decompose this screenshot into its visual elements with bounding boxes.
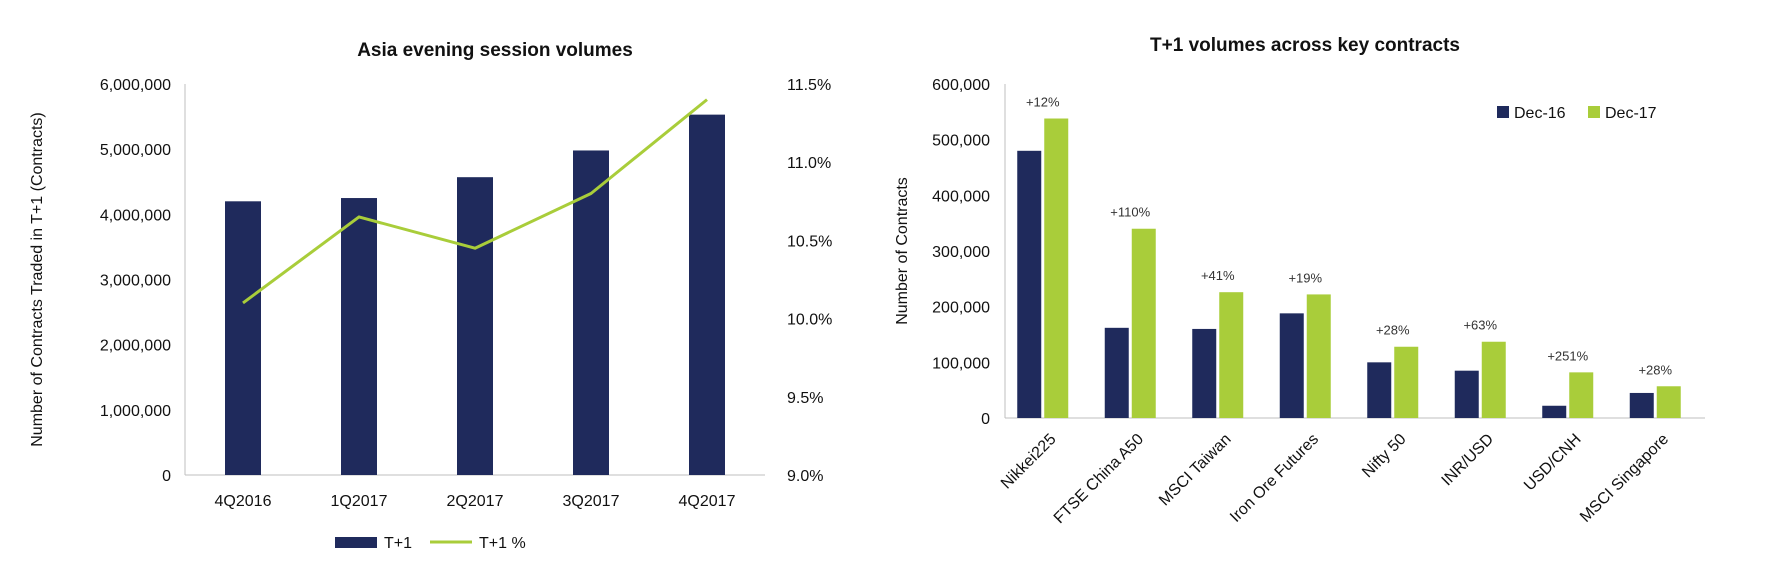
chart1-bar (225, 201, 261, 476)
chart1-y2-tick-label: 9.0% (787, 468, 823, 485)
chart1-y-axis-title: Number of Contracts Traded in T+1 (Contr… (29, 112, 46, 447)
chart2-growth-annotation: +63% (1463, 318, 1497, 333)
chart2-y-tick-label: 100,000 (932, 355, 990, 372)
chart2-bar-dec16 (1542, 405, 1567, 418)
chart2-x-tick-label: Iron Ore Futures (1227, 431, 1322, 526)
chart2-growth-annotation: +41% (1201, 268, 1235, 283)
chart1-y-tick-label: 5,000,000 (100, 142, 171, 159)
chart2-growth-annotation: +28% (1638, 362, 1672, 377)
chart1-y2-tick-label: 11.0% (787, 155, 831, 172)
chart-asia-evening: Asia evening session volumes 0 1,000,000 2,… (29, 40, 832, 552)
chart1-legend-label: T+1 (384, 535, 412, 552)
chart2-bar-dec16 (1454, 370, 1479, 418)
chart1-x-tick-label: 2Q2017 (447, 493, 504, 510)
chart1-bar (341, 198, 377, 475)
chart2-y-axis-title: Number of Contracts (894, 177, 911, 325)
chart1-x-tick-label: 1Q2017 (331, 493, 388, 510)
chart1-y2-tick-label: 10.0% (787, 312, 832, 329)
chart2-legend-label: Dec-17 (1605, 105, 1657, 122)
chart1-y-tick-label: 4,000,000 (100, 207, 171, 224)
chart2-y-tick-label: 500,000 (932, 133, 990, 150)
chart2-bar-dec17 (1656, 386, 1681, 418)
chart1-bar (689, 114, 725, 476)
chart2-growth-annotation: +110% (1110, 205, 1150, 220)
chart2-bar-dec16 (1104, 327, 1129, 418)
chart2-bar-dec17 (1131, 228, 1156, 418)
chart2-y-tick-label: 400,000 (932, 188, 990, 205)
chart2-x-tick-label: FTSE China A50 (1051, 431, 1147, 527)
chart1-bar (457, 177, 493, 475)
chart2-x-tick-label: MSCI Singapore (1577, 431, 1672, 526)
chart2-y-tick-label: 0 (981, 411, 990, 428)
chart2-bar-dec16 (1279, 313, 1304, 418)
chart2-y-tick-label: 600,000 (932, 77, 990, 94)
chart1-bar (573, 150, 609, 475)
chart2-growth-annotation: +19% (1288, 270, 1322, 285)
chart-key-contracts: T+1 volumes across key contracts 0 100,000… (894, 35, 1705, 527)
chart2-x-tick-label: MSCI Taiwan (1156, 431, 1234, 509)
chart2-bar-dec17 (1569, 372, 1594, 418)
chart2-legend-swatch (1588, 106, 1600, 118)
chart2-bar-dec16 (1367, 362, 1392, 418)
chart2-growth-annotation: +12% (1026, 95, 1060, 110)
chart1-y-tick-label: 1,000,000 (100, 403, 171, 420)
chart2-legend-swatch (1497, 106, 1509, 118)
chart1-legend-swatch-bar (335, 537, 377, 548)
chart2-y-tick-label: 300,000 (932, 244, 990, 261)
chart1-y2-tick-label: 9.5% (787, 390, 823, 407)
chart1-series-line (242, 98, 708, 305)
chart1-y-tick-label: 6,000,000 (100, 77, 171, 94)
chart2-growth-annotation: +28% (1376, 323, 1410, 338)
chart1-x-tick-label: 4Q2016 (215, 493, 272, 510)
chart1-y-tick-label: 0 (162, 468, 171, 485)
chart2-x-tick-label: USD/CNH (1521, 431, 1585, 495)
chart1-y-tick-label: 3,000,000 (100, 273, 171, 290)
chart1-y2-tick-label: 10.5% (787, 233, 832, 250)
chart2-bar-dec17 (1306, 294, 1331, 418)
chart2-bar-dec17 (1044, 118, 1069, 418)
chart1-title: Asia evening session volumes (357, 40, 633, 61)
chart1-x-tick-label: 3Q2017 (563, 493, 620, 510)
chart2-bar-dec17 (1394, 346, 1419, 418)
chart1-legend-label: T+1 % (479, 535, 526, 552)
chart2-x-tick-label: Nikkei225 (998, 431, 1060, 493)
chart2-bar-dec17 (1219, 292, 1244, 418)
chart2-bar-dec16 (1192, 328, 1217, 418)
chart2-bar-dec17 (1481, 341, 1506, 418)
chart1-y-tick-label: 2,000,000 (100, 338, 171, 355)
chart2-x-tick-label: INR/USD (1439, 431, 1498, 490)
chart2-growth-annotation: +251% (1547, 348, 1588, 363)
chart1-y2-tick-label: 11.5% (787, 77, 831, 94)
chart1-x-tick-label: 4Q2017 (679, 493, 736, 510)
chart2-y-tick-label: 200,000 (932, 300, 990, 317)
chart2-legend-label: Dec-16 (1514, 105, 1566, 122)
chart2-title: T+1 volumes across key contracts (1150, 35, 1460, 56)
chart2-bar-dec16 (1629, 392, 1654, 418)
chart2-x-tick-label: Nifty 50 (1359, 431, 1409, 481)
chart2-bar-dec16 (1017, 150, 1042, 419)
